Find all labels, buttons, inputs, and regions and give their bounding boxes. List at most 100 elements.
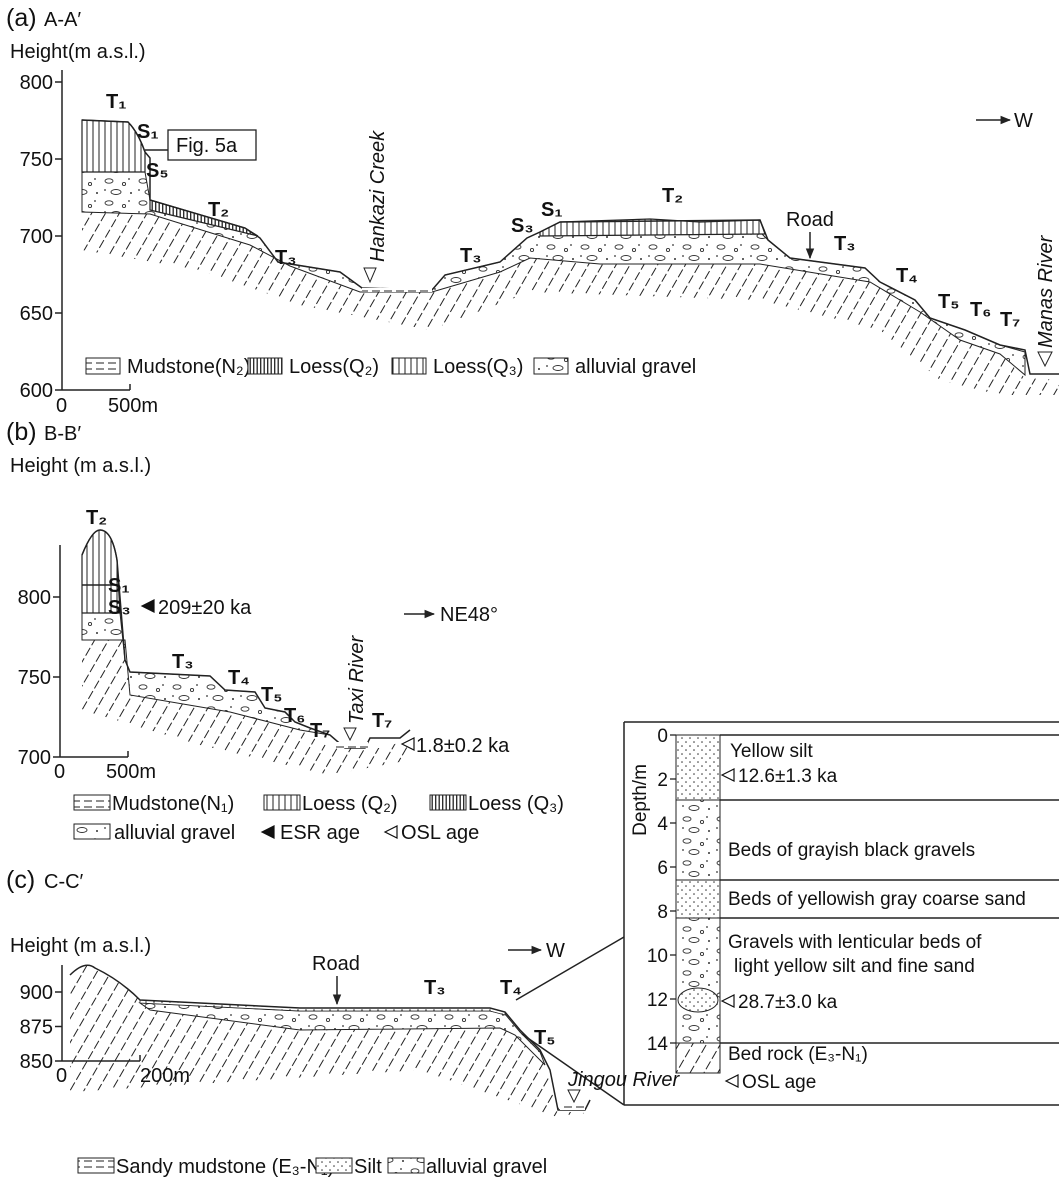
- legend-label: Sandy mudstone (E₃-N₁): [116, 1156, 334, 1178]
- legend-swatch: [263, 794, 301, 811]
- osl-marker: [383, 825, 398, 839]
- y-tick-label: 600: [20, 380, 53, 402]
- terrace-label: T₃: [424, 977, 445, 999]
- layer-label: Beds of yellowish gray coarse sand: [728, 889, 1026, 910]
- age-label: 12.6±1.3 ka: [738, 766, 838, 787]
- legend-label: OSL age: [401, 822, 479, 844]
- bedrock: [82, 212, 1059, 395]
- esr-marker: [260, 825, 275, 839]
- legend-label: Loess (Q₃): [468, 793, 564, 815]
- road-label: Road: [312, 953, 360, 975]
- column-silt: [675, 734, 721, 801]
- column-gravel: [675, 799, 721, 881]
- depth-label: 0: [657, 726, 668, 747]
- depth-label: 2: [657, 770, 668, 791]
- y-tick-label: 800: [18, 587, 51, 609]
- osl-marker: [720, 994, 735, 1008]
- terrace-label: S₃: [108, 597, 131, 619]
- legend-label: Mudstone(N₂): [127, 356, 250, 378]
- legend-label: Loess (Q₂): [302, 793, 398, 815]
- axis-title: Height (m a.s.l.): [10, 935, 151, 957]
- legend-label: Silt: [354, 1156, 382, 1178]
- legend-label: Mudstone(N₁): [112, 793, 234, 815]
- layer-label: Gravels with lenticular beds of: [728, 932, 982, 953]
- panel-label: (c): [6, 866, 35, 894]
- column-bedrock: [675, 1042, 721, 1074]
- age-label: 1.8±0.2 ka: [416, 735, 510, 757]
- terrace-label: T₄: [228, 667, 250, 689]
- water: [560, 1104, 585, 1110]
- road-label: Road: [786, 209, 834, 231]
- scale-label: 500m: [108, 395, 158, 417]
- river-label: Hankazi Creek: [367, 130, 389, 262]
- river-label: Taxi River: [346, 634, 368, 724]
- direction-label: NE48°: [440, 604, 498, 626]
- panel-label: (b): [6, 418, 37, 446]
- axis-title: Height (m a.s.l.): [10, 455, 151, 477]
- terrace-label: T₃: [834, 233, 855, 255]
- scale-label: 0: [54, 761, 65, 783]
- legend-label: alluvial gravel: [575, 356, 696, 378]
- water: [332, 742, 368, 748]
- legend-swatch: [387, 1157, 425, 1174]
- layer-label: Yellow silt: [730, 741, 813, 762]
- terrace-label: T₃: [460, 245, 481, 267]
- y-tick-label: 650: [20, 303, 53, 325]
- scale-label: 0: [56, 1065, 67, 1087]
- terrace-label: T₆: [284, 705, 305, 727]
- column-inset: [623, 721, 1059, 1106]
- depth-label: 4: [657, 814, 668, 835]
- section-name: C-C′: [44, 871, 84, 893]
- bedrock: [82, 640, 410, 775]
- y-tick-label: 700: [20, 226, 53, 248]
- terrace-label: T₅: [261, 684, 282, 706]
- terrace-label: T₂: [86, 507, 107, 529]
- y-tick-label: 800: [20, 72, 53, 94]
- y-tick-label: 875: [20, 1017, 53, 1039]
- figure-ref-box: [167, 129, 257, 161]
- surface: [69, 964, 591, 1111]
- esr-marker: [140, 599, 155, 613]
- depth-label: 6: [657, 858, 668, 879]
- terrace-label: T₄: [500, 977, 522, 999]
- layer-label: Bed rock (E₃-N₁): [728, 1044, 868, 1065]
- y-tick-label: 850: [20, 1051, 53, 1073]
- loess-q2: [81, 119, 146, 173]
- terrace-label: T₅: [534, 1027, 555, 1049]
- legend-swatch: [315, 1157, 353, 1174]
- surface: [81, 529, 411, 749]
- connector: [521, 1033, 625, 1106]
- terrace-label: T₅: [938, 291, 959, 313]
- legend-swatch: [391, 357, 427, 375]
- osl-marker: [724, 1074, 739, 1088]
- terrace-label: T₇: [372, 710, 392, 732]
- legend-swatch: [429, 794, 467, 811]
- section-name: A-A′: [44, 9, 81, 31]
- terrace-label: S₁: [541, 199, 563, 221]
- legend-swatch: [73, 794, 111, 811]
- terrace-label: T₂: [662, 185, 683, 207]
- silt-lens: [677, 987, 719, 1013]
- river-label: Jingou River: [567, 1069, 681, 1091]
- bedrock: [70, 965, 590, 1118]
- water: [362, 288, 432, 292]
- terrace-label: T₇: [1000, 309, 1020, 331]
- legend-swatch: [85, 357, 121, 375]
- terrace-label: T₁: [106, 91, 127, 113]
- layer-label: light yellow silt and fine sand: [734, 956, 975, 977]
- y-tick-label: 700: [18, 747, 51, 769]
- age-label: 28.7±3.0 ka: [738, 992, 838, 1013]
- y-tick-label: 750: [20, 149, 53, 171]
- y-tick-label: 750: [18, 667, 51, 689]
- y-tick-label: 900: [20, 982, 53, 1004]
- terrace-label: T₂: [208, 199, 229, 221]
- terrace-label: T₇: [310, 720, 330, 742]
- terrace-label: S₃: [511, 215, 534, 237]
- river-marker: [343, 727, 357, 742]
- osl-marker: [720, 768, 735, 782]
- depth-label: 10: [647, 946, 668, 967]
- axis-title: Height(m a.s.l.): [10, 41, 146, 63]
- figure-ref: Fig. 5a: [176, 135, 238, 157]
- river-label: Manas River: [1035, 234, 1057, 348]
- legend-label: Loess(Q₂): [289, 356, 379, 378]
